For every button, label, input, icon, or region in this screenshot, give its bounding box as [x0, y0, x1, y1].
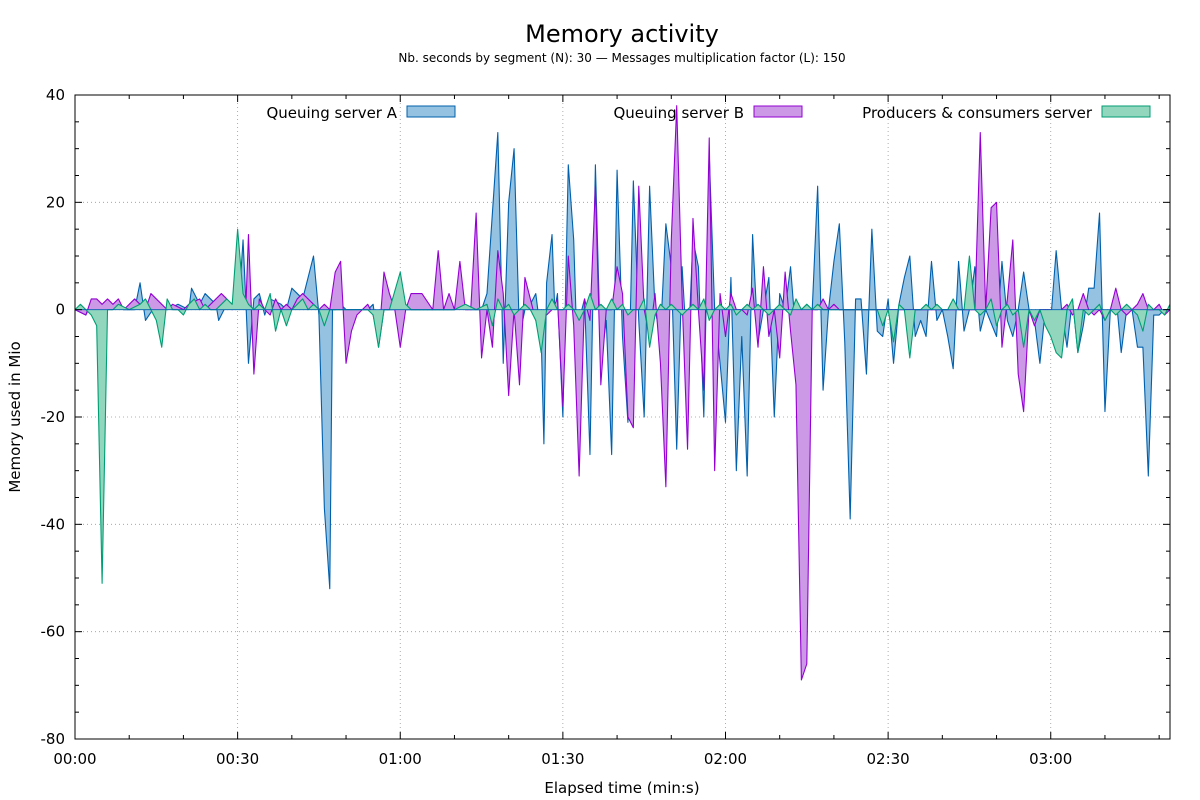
y-tick-label: -20	[41, 408, 66, 426]
series-area-2	[75, 105, 1170, 680]
legend: Queuing server A Queuing server B Producer…	[266, 104, 1151, 122]
y-tick-label: -80	[41, 730, 66, 748]
axes: 40 20 0 -20 -40 -60 -80 00:00 00:30 01:00 01:30 02:…	[41, 86, 1171, 768]
x-tick-label: 01:30	[541, 750, 584, 768]
x-tick-label: 01:00	[379, 750, 422, 768]
y-tick-label: 0	[55, 301, 65, 319]
legend-swatch-2	[753, 105, 803, 118]
legend-label-1: Queuing server A	[266, 104, 397, 122]
y-tick-label: 20	[46, 193, 65, 211]
series-areas	[74, 105, 1171, 681]
series-area-3	[75, 229, 1170, 584]
legend-label-3: Producers & consumers server	[862, 104, 1093, 122]
legend-label-2: Queuing server B	[613, 104, 744, 122]
legend-swatch-3	[1101, 105, 1151, 118]
chart-title: Memory activity	[525, 20, 719, 48]
series-line-3	[74, 228, 1171, 584]
series-line-2	[74, 105, 1171, 681]
x-tick-label: 02:30	[867, 750, 910, 768]
x-tick-label: 00:30	[216, 750, 259, 768]
series-line-1	[74, 132, 1170, 590]
legend-swatch-1	[406, 105, 456, 118]
x-tick-label: 00:00	[53, 750, 96, 768]
grid-lines	[75, 95, 1170, 739]
series-area-1	[75, 132, 1170, 589]
y-tick-label: -60	[41, 623, 66, 641]
x-axis-label: Elapsed time (min:s)	[544, 779, 699, 797]
chart-subtitle: Nb. seconds by segment (N): 30 — Message…	[398, 51, 846, 65]
y-tick-label: -40	[41, 515, 66, 533]
x-tick-label: 03:00	[1029, 750, 1072, 768]
y-axis-label: Memory used in Mio	[6, 341, 24, 492]
x-tick-label: 02:00	[704, 750, 747, 768]
y-tick-label: 40	[46, 86, 65, 104]
